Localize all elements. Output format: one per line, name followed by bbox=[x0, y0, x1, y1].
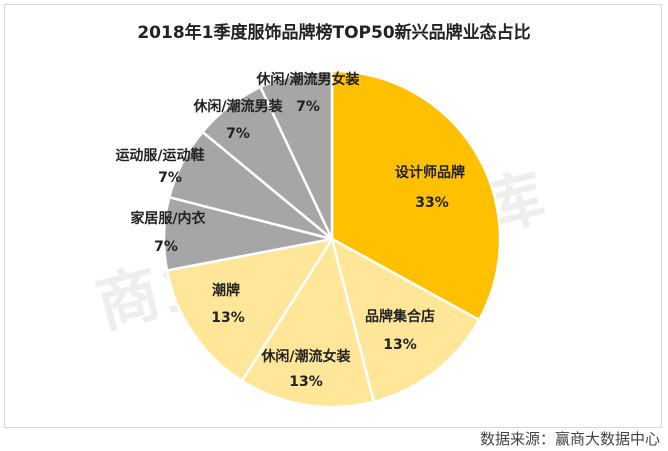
pie-slice bbox=[165, 237, 335, 383]
slice-value-label: 7% bbox=[226, 126, 250, 142]
slice-value-label: 33% bbox=[415, 195, 449, 211]
slice-label: 休闲/潮流男女装 bbox=[256, 72, 360, 88]
slice-value-label: 7% bbox=[296, 99, 320, 115]
pie-slice bbox=[330, 236, 481, 404]
slice-label: 家居服/内衣 bbox=[130, 211, 206, 227]
slice-label: 品牌集合店 bbox=[365, 309, 435, 325]
pie-slice bbox=[258, 69, 334, 240]
chart-frame bbox=[4, 4, 662, 428]
slice-value-label: 13% bbox=[383, 337, 417, 353]
slice-value-label: 13% bbox=[289, 374, 323, 390]
slice-label: 运动服/运动鞋 bbox=[115, 148, 205, 164]
slice-value-label: 7% bbox=[158, 170, 182, 186]
slice-label: 休闲/潮流男装 bbox=[193, 99, 283, 115]
slice-label: 休闲/潮流女装 bbox=[261, 349, 351, 365]
data-source: 数据来源：赢商大数据中心 bbox=[479, 430, 660, 448]
slice-value-label: 7% bbox=[154, 239, 178, 255]
slice-label: 设计师品牌 bbox=[395, 165, 465, 181]
chart-title: 2018年1季度服饰品牌榜TOP50新兴品牌业态占比 bbox=[137, 23, 531, 43]
pie-slice bbox=[330, 69, 502, 322]
slice-value-label: 13% bbox=[211, 310, 245, 326]
pie-slice bbox=[240, 235, 376, 409]
slice-label: 潮牌 bbox=[212, 283, 240, 299]
